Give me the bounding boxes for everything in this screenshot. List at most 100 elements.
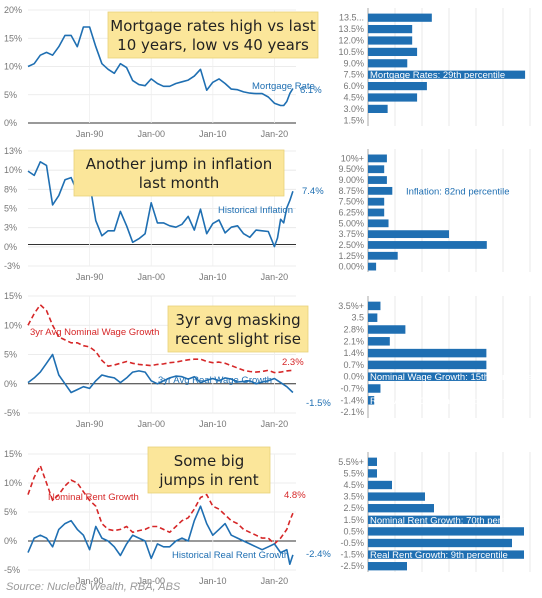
bar-category-label: -0.5% bbox=[340, 538, 364, 548]
percentile-label: Inflation: 82nd percentile bbox=[406, 186, 510, 197]
x-tick-label: Jan-90 bbox=[76, 419, 104, 429]
bar bbox=[368, 154, 387, 163]
y-tick-label: 20% bbox=[4, 5, 22, 15]
series-end-label: 4.8% bbox=[284, 490, 306, 501]
y-tick-label: -5% bbox=[4, 565, 20, 575]
bar-category-label: -1.5% bbox=[340, 550, 364, 560]
bar bbox=[368, 396, 375, 405]
x-tick-label: Jan-90 bbox=[76, 576, 104, 586]
bar bbox=[368, 562, 407, 571]
x-tick-label: Jan-20 bbox=[261, 129, 289, 139]
bar-category-label: 3.0% bbox=[343, 104, 364, 114]
y-tick-label: -5% bbox=[4, 408, 20, 418]
note-box bbox=[73, 149, 285, 197]
bar bbox=[368, 219, 389, 228]
bar bbox=[368, 372, 487, 381]
percentile-label: Mortgage Rates: 29th percentile bbox=[370, 70, 505, 81]
bar bbox=[368, 165, 385, 174]
x-tick-label: Jan-00 bbox=[137, 272, 165, 282]
chart-panel-4: 15% 10% 5% 0% -5% Jan-90 Jan-00 Jan-10 Jan-20 Nom… bbox=[4, 446, 531, 586]
y-tick-label: 10% bbox=[4, 165, 22, 175]
note-text: Another jump in inflation bbox=[86, 155, 273, 173]
percentile-bars: 5.5%+5.5% 4.5% 3.5%2.5% 1.5%0.5% -0.5% -1.5%-… bbox=[338, 452, 531, 572]
y-tick-label: 15% bbox=[4, 33, 22, 43]
x-tick-label: Jan-10 bbox=[199, 272, 227, 282]
x-tick-label: Jan-00 bbox=[137, 129, 165, 139]
y-tick-label: 5% bbox=[4, 204, 17, 214]
bar bbox=[368, 36, 413, 45]
bar bbox=[368, 337, 390, 346]
bar-category-label: -0.7% bbox=[340, 384, 364, 394]
x-tick-label: Jan-90 bbox=[76, 272, 104, 282]
y-tick-label: 5% bbox=[4, 90, 17, 100]
bar bbox=[368, 384, 381, 393]
bar bbox=[368, 208, 385, 217]
bar-category-label: 3.75% bbox=[338, 229, 364, 239]
bar bbox=[368, 93, 418, 102]
series-end-label: -1.5% bbox=[306, 398, 331, 409]
percentile-bars: 10%+9.50%9.00%8.75%7.50%6.25%5.00%3.75%2… bbox=[338, 149, 531, 272]
y-tick-label: 15% bbox=[4, 449, 22, 459]
note-text: recent slight rise bbox=[175, 330, 301, 348]
bar-category-label: 1.5% bbox=[343, 115, 364, 125]
bar-category-label: -1.4% bbox=[340, 395, 364, 405]
bar-category-label: 4.5% bbox=[343, 480, 364, 490]
bar-category-label: 9.50% bbox=[338, 164, 364, 174]
bar-category-label: 6.0% bbox=[343, 81, 364, 91]
series-end-label: 2.3% bbox=[282, 357, 304, 368]
series-end-label: 6.1% bbox=[300, 85, 322, 96]
y-tick-label: 0% bbox=[4, 536, 17, 546]
series-end-label: 7.4% bbox=[302, 186, 324, 197]
x-tick-label: Jan-90 bbox=[76, 129, 104, 139]
bar bbox=[368, 24, 413, 34]
x-tick-label: Jan-20 bbox=[261, 419, 289, 429]
chart-panel-3: 15% 10% 5% 0% -5% Jan-90 Jan-00 Jan-10 Jan-20 3yr… bbox=[4, 291, 533, 429]
bar-category-label: 0.0% bbox=[343, 372, 364, 382]
y-tick-label: 3% bbox=[4, 223, 17, 233]
note-text: jumps in rent bbox=[158, 471, 258, 489]
series-line bbox=[27, 353, 294, 394]
note-text: 3yr avg masking bbox=[175, 311, 300, 329]
y-tick-label: 8% bbox=[4, 184, 17, 194]
bar bbox=[368, 104, 388, 114]
y-tick-label: 10% bbox=[4, 62, 22, 72]
series-label: Historical Inflation bbox=[218, 205, 293, 216]
y-tick-label: 0% bbox=[4, 379, 17, 389]
note-text: Some big bbox=[174, 452, 245, 470]
bar bbox=[368, 59, 408, 68]
percentile-label: Nominal Rent Growth: 70th percentile bbox=[370, 515, 528, 526]
note-text: 10 years, low vs 40 years bbox=[117, 36, 309, 54]
percentile-bars: 13.5...13.5% 12.0%10.5%9.0% 7.5%6.0% 4.5%3.… bbox=[338, 8, 531, 126]
bar bbox=[368, 550, 524, 559]
bar-category-label: 0.5% bbox=[343, 526, 364, 536]
series-label: Mortgage Rate bbox=[252, 81, 315, 92]
series-line bbox=[27, 464, 294, 545]
bar-category-label: 8.75% bbox=[338, 186, 364, 196]
bar-category-label: 12.0% bbox=[338, 36, 364, 46]
series-end-label: -2.4% bbox=[306, 549, 331, 560]
bar-category-label: 5.00% bbox=[338, 218, 364, 228]
x-tick-label: Jan-00 bbox=[137, 576, 165, 586]
series-label: 3yr Avg Real Wage Growth bbox=[158, 375, 272, 386]
bar bbox=[368, 241, 487, 249]
x-tick-label: Jan-00 bbox=[137, 419, 165, 429]
bar-category-label: 2.50% bbox=[338, 240, 364, 250]
bar bbox=[368, 492, 425, 501]
series-line bbox=[27, 26, 294, 107]
bar bbox=[368, 504, 434, 513]
series-line bbox=[27, 304, 293, 374]
bar-category-label: 3.5%+ bbox=[338, 301, 364, 311]
percentile-label: Real Wage Growth: 2nd percentile bbox=[370, 396, 515, 407]
bar-category-label: 13.5... bbox=[339, 13, 364, 23]
bar-category-label: 10.5% bbox=[338, 47, 364, 57]
bar-category-label: 4.5% bbox=[343, 93, 364, 103]
bar bbox=[368, 515, 500, 524]
bar bbox=[368, 313, 378, 322]
bar-category-label: 0.00% bbox=[338, 262, 364, 272]
bar-category-label: -2.1% bbox=[340, 407, 364, 417]
bar-category-label: 2.1% bbox=[343, 336, 364, 346]
